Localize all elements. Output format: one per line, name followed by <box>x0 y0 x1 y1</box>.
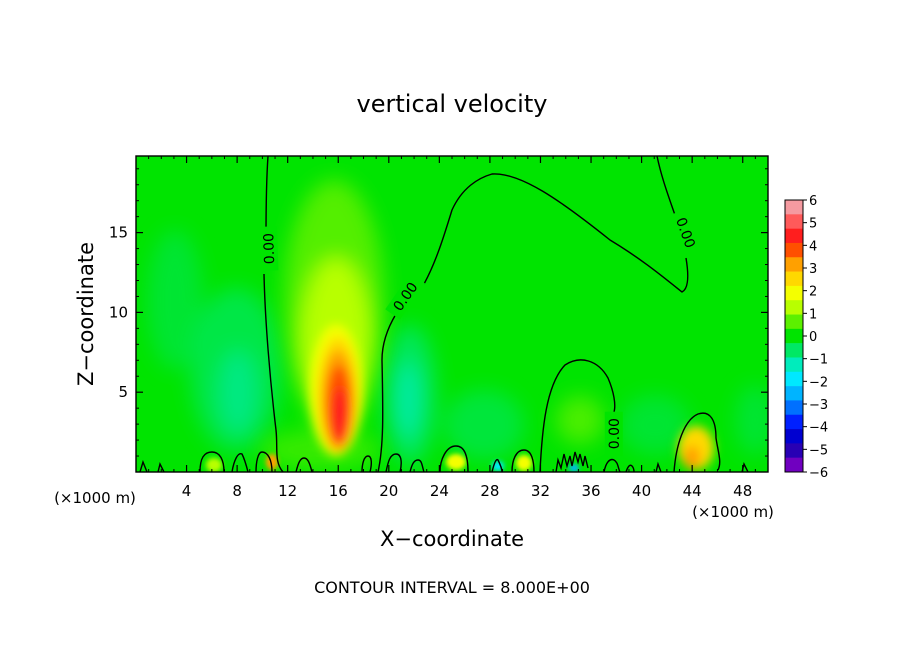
zero-contour-arch <box>539 359 616 472</box>
colorbar-label: −4 <box>809 421 828 436</box>
colorbar-swatch <box>785 228 803 244</box>
x-tick-label: 8 <box>232 482 242 500</box>
surface-cells <box>206 454 579 472</box>
colorbar-swatch <box>785 314 803 330</box>
colorbar-swatch <box>785 414 803 430</box>
colorbar-label: 3 <box>809 262 817 277</box>
colorbar-swatch <box>785 443 803 458</box>
colorbar-swatch <box>785 371 803 387</box>
contour-label-bg <box>258 226 279 271</box>
colorbar-label: 6 <box>809 194 817 209</box>
x-tick-label: 20 <box>379 482 398 500</box>
colorbar-swatch <box>785 271 803 287</box>
colorbar-label: 0 <box>809 330 817 345</box>
x-tick-label: 24 <box>430 482 449 500</box>
x-tick-label: 16 <box>329 482 348 500</box>
chart-title: vertical velocity <box>357 90 548 118</box>
contour-label-bg <box>669 208 702 257</box>
colorbar-swatch <box>785 429 803 444</box>
colorbar-swatch <box>785 200 803 215</box>
colorbar-swatch <box>785 328 803 344</box>
x-axis-unit-left: (×1000 m) <box>54 489 136 507</box>
colorbar-swatch <box>785 357 803 373</box>
contour-label: 0.00 <box>261 233 278 265</box>
y-tick-label: 10 <box>109 303 128 321</box>
y-tick-label: 5 <box>118 383 128 401</box>
colorbar-swatch <box>785 300 803 315</box>
x-tick-label: 48 <box>733 482 752 500</box>
zero-contour-cell-44 <box>673 412 721 472</box>
y-axis-label: Z−coordinate <box>74 242 98 386</box>
x-tick-label: 4 <box>182 482 192 500</box>
contour-label-bg <box>604 411 623 456</box>
x-tick-label: 36 <box>581 482 600 500</box>
contour-label-bg <box>385 273 426 320</box>
x-tick-label: 40 <box>632 482 651 500</box>
colorbar-label: −5 <box>809 443 828 458</box>
strong-updraft-core <box>310 324 714 470</box>
colorbar-swatch <box>785 386 803 401</box>
colorbar-label: −6 <box>809 466 828 481</box>
colorbar-swatch <box>785 214 803 229</box>
colorbar-label: 2 <box>809 285 817 300</box>
x-tick-label: 28 <box>480 482 499 500</box>
surface-contours <box>139 445 749 472</box>
contour-lines <box>139 156 749 472</box>
colorbar-swatch <box>785 257 803 272</box>
colorbar-swatch <box>785 400 803 416</box>
contour-labels: 0.000.000.000.00 <box>258 208 702 456</box>
x-axis: 4 8 12 16 20 24 28 32 36 40 44 48 <box>148 156 756 500</box>
colorbar-swatch <box>785 242 803 258</box>
cool-downdraft-regions <box>147 230 768 465</box>
colorbar-label: 4 <box>809 239 817 254</box>
y-tick-label: 15 <box>109 224 128 242</box>
colorbar-swatch <box>785 343 803 358</box>
x-tick-label: 12 <box>278 482 297 500</box>
colorbar-swatch <box>785 285 803 301</box>
colorbar: 6 5 4 3 2 1 0 −1 −2 −3 −4 −5 −6 <box>784 194 828 481</box>
colorbar-label: −3 <box>809 398 828 413</box>
y-axis: 5 10 15 <box>109 168 768 457</box>
x-axis-label: X−coordinate <box>380 527 524 551</box>
contour-interval-note: CONTOUR INTERVAL = 8.000E+00 <box>314 578 590 597</box>
x-tick-label: 32 <box>531 482 550 500</box>
colorbar-label: 5 <box>809 217 817 232</box>
colorbar-label: −2 <box>809 375 828 390</box>
contour-label: 0.00 <box>607 418 623 449</box>
colorbar-label: −1 <box>809 353 828 368</box>
colorbar-swatch <box>785 457 803 473</box>
x-tick-label: 44 <box>683 482 702 500</box>
colorbar-label: 1 <box>809 307 817 322</box>
x-axis-unit-right: (×1000 m) <box>692 503 774 521</box>
